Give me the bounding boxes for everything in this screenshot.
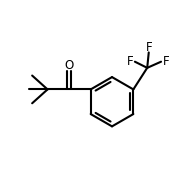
- Text: F: F: [162, 55, 169, 68]
- Text: F: F: [145, 41, 152, 54]
- Text: O: O: [64, 59, 74, 72]
- Text: F: F: [127, 55, 134, 68]
